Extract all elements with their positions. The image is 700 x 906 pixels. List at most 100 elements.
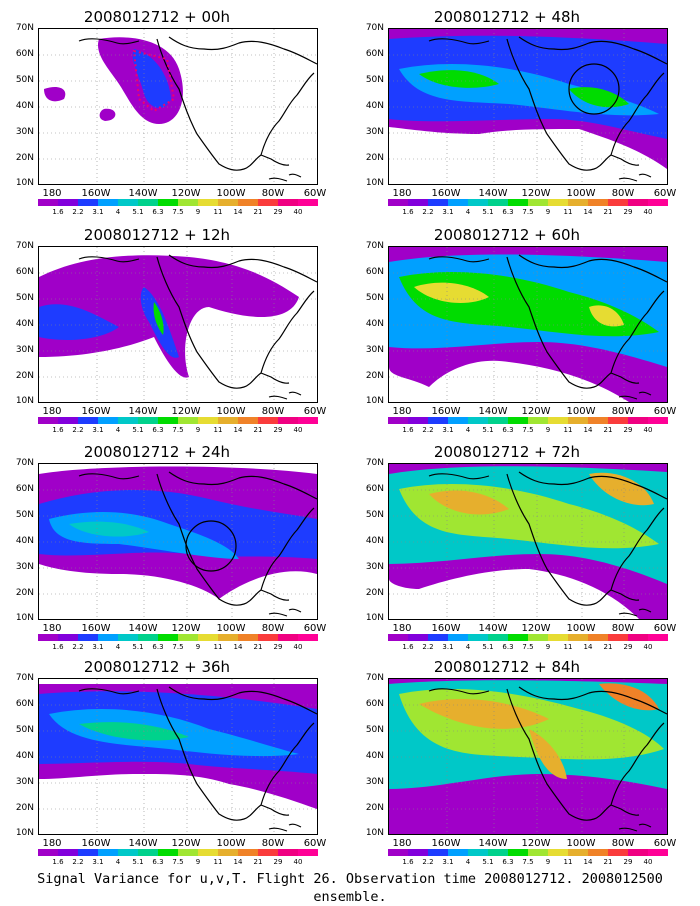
longitude-label: 60W [653,623,677,634]
panel-title: 2008012712 + 48h [433,8,581,26]
colorbar-swatch [428,417,448,424]
longitude-label: 80W [611,623,635,634]
figure-caption: Signal Variance for u,v,T. Flight 26. Ob… [37,871,663,905]
colorbar-swatch [588,417,608,424]
variance-contour [419,699,549,729]
longitude-label: 140W [478,838,508,849]
colorbar-swatch [238,417,258,424]
longitude-label: 100W [566,406,596,417]
colorbar-labels: 1.6 2.2 3.1 4 5.1 6.3 7.5 9 11 14 21 29 40 [38,208,318,218]
colorbar-swatch [508,199,528,206]
colorbar-swatch [628,417,648,424]
colorbar-level: 7.5 [522,858,534,866]
colorbar-level: 6.3 [152,208,164,216]
colorbar-swatch [178,199,198,206]
variance-contour [419,70,499,88]
colorbar-swatch [238,849,258,856]
colorbar-level: 6.3 [502,208,514,216]
colorbar-level: 3.1 [92,643,104,651]
variance-field [389,29,667,184]
longitude-label: 80W [261,188,285,199]
colorbar-level: 3.1 [92,208,104,216]
colorbar-level: 4 [465,208,471,216]
colorbar-swatch [178,417,198,424]
colorbar-level: 2.2 [72,643,84,651]
latitude-label: 60N [365,484,384,494]
longitude-label: 140W [128,188,158,199]
longitude-label: 140W [128,406,158,417]
latitude-label: 60N [365,267,384,277]
variance-contour [569,87,629,108]
longitude-label: 60W [653,188,677,199]
colorbar-swatch [158,417,178,424]
longitude-label: 100W [566,188,596,199]
colorbar-swatch [198,634,218,641]
latitude-label: 60N [15,49,34,59]
latitude-label: 60N [15,484,34,494]
colorbar-level: 5.1 [482,426,494,434]
target-circle [568,63,620,115]
colorbar-level: 21 [603,208,613,216]
latitude-label: 30N [365,562,384,572]
latitude-label: 10N [15,178,34,188]
colorbar-swatch [78,199,98,206]
colorbar-level: 14 [233,643,243,651]
colorbar [388,199,668,206]
colorbar [38,417,318,424]
longitude-label: 120W [521,838,551,849]
longitude-label: 120W [521,406,551,417]
colorbar-swatch [488,199,508,206]
colorbar-swatch [258,199,278,206]
latitude-label: 40N [15,319,34,329]
colorbar-swatch [138,199,158,206]
colorbar-swatch [58,417,78,424]
colorbar-swatch [648,849,668,856]
variance-contour [44,87,66,102]
colorbar-level: 3.1 [442,643,454,651]
colorbar-swatch [118,199,138,206]
latitude-label: 40N [365,751,384,761]
longitude-label: 120W [521,623,551,634]
colorbar-level: 11 [213,208,223,216]
colorbar-swatch [508,849,528,856]
colorbar-swatch [198,199,218,206]
colorbar [388,849,668,856]
latitude-label: 60N [365,699,384,709]
colorbar-level: 40 [643,426,653,434]
colorbar-swatch [218,199,238,206]
longitude-label: 60W [653,406,677,417]
longitude-label: 180 [392,188,412,199]
map-area [388,463,668,620]
colorbar-level: 3.1 [92,426,104,434]
colorbar-level: 5.1 [132,208,144,216]
map-panel: 2008012712 + 72h 70N 60N 50N 40N 30N 20N 10N 180… [352,443,677,658]
latitude-label: 10N [365,828,384,838]
longitude-label: 60W [303,623,327,634]
colorbar-level: 40 [643,858,653,866]
colorbar-level: 11 [563,643,573,651]
longitude-label: 80W [611,188,635,199]
coastline [78,256,302,400]
colorbar-swatch [428,634,448,641]
map-area [38,246,318,403]
variance-contour [39,255,299,378]
colorbar-level: 11 [213,643,223,651]
longitude-label: 120W [171,838,201,849]
colorbar-level: 11 [563,208,573,216]
colorbar-swatch [78,849,98,856]
longitude-label: 100W [216,838,246,849]
longitude-label: 80W [261,623,285,634]
colorbar-swatch [488,849,508,856]
coastline [428,38,652,182]
colorbar-level: 4 [115,208,121,216]
colorbar-level: 7.5 [172,858,184,866]
colorbar-swatch [608,634,628,641]
variance-contour [39,304,119,340]
colorbar-swatch [568,417,588,424]
colorbar-level: 5.1 [132,858,144,866]
latitude-label: 50N [365,510,384,520]
colorbar-swatch [278,849,298,856]
colorbar-level: 29 [273,858,283,866]
colorbar-swatch [408,199,428,206]
longitude-label: 60W [303,838,327,849]
